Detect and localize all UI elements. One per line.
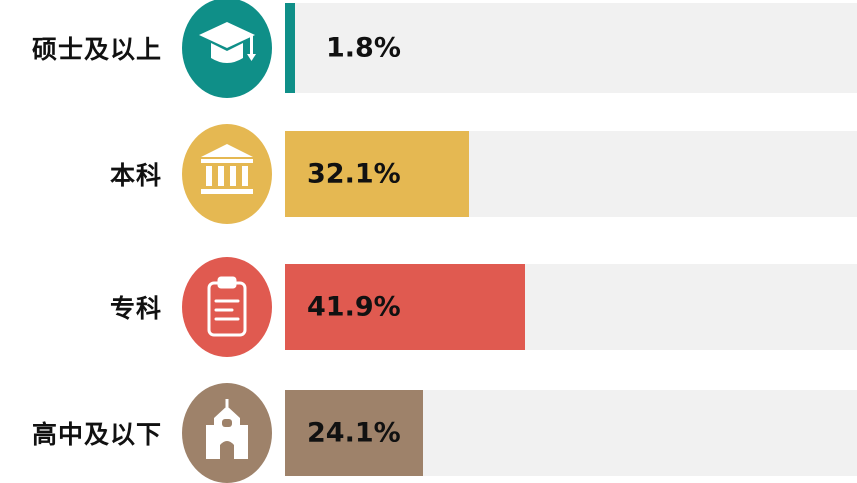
value-label: 32.1% [307, 158, 401, 190]
chart-row: 高中及以下 24.1% [0, 383, 857, 483]
graduation-cap-icon [182, 0, 272, 98]
value-label: 1.8% [326, 32, 401, 64]
chart-row: 硕士及以上 1.8% [0, 0, 857, 98]
category-label: 硕士及以上 [31, 35, 162, 64]
value-label: 24.1% [307, 417, 401, 449]
clipboard-icon [182, 257, 272, 357]
bar-4 [285, 390, 423, 476]
bar-2 [285, 131, 469, 217]
university-building-icon [182, 124, 272, 224]
bar-1 [285, 3, 295, 93]
bar-track [285, 3, 857, 93]
school-building-icon [182, 383, 272, 483]
category-label: 高中及以下 [31, 420, 162, 449]
chart-row: 专科 41.9% [0, 257, 857, 357]
category-label: 专科 [109, 294, 162, 323]
category-label: 本科 [109, 161, 162, 190]
bar-3 [285, 264, 525, 350]
chart-row: 本科 32.1% [0, 124, 857, 224]
value-label: 41.9% [307, 291, 401, 323]
